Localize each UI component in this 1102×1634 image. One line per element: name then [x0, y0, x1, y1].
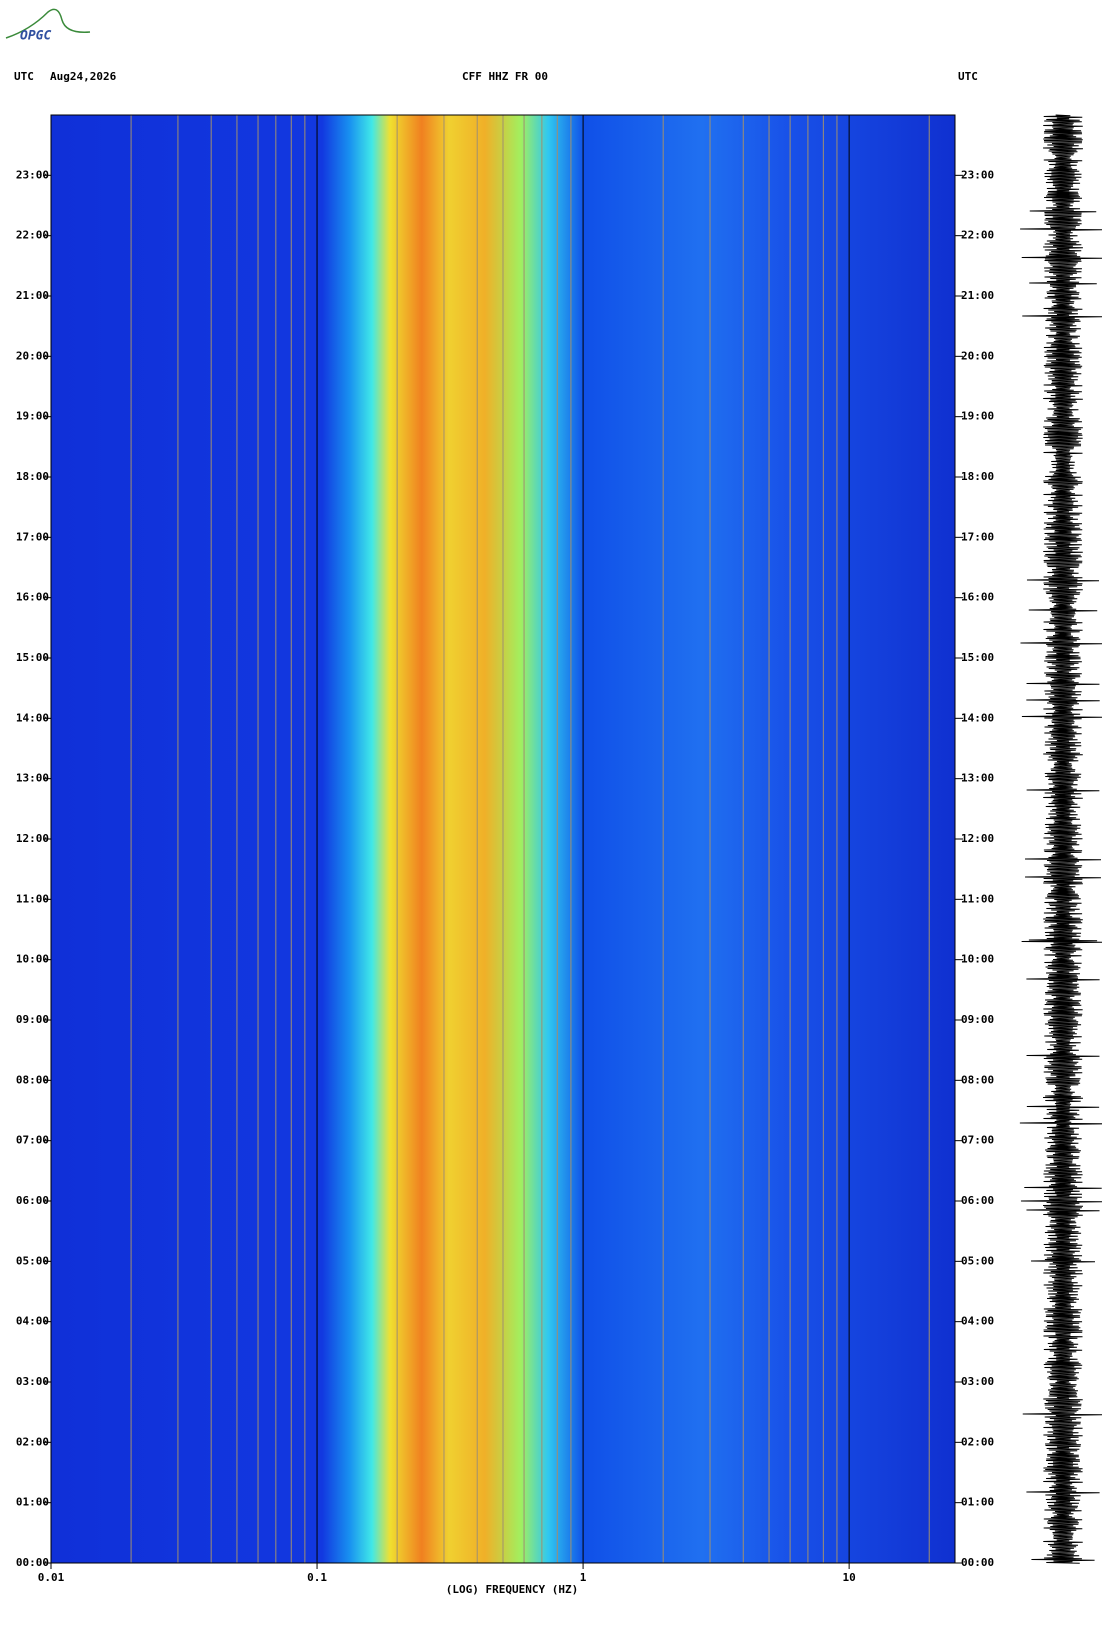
- y-tick-label: 02:00: [16, 1435, 49, 1448]
- y-tick-label: 11:00: [16, 892, 49, 905]
- x-tick-label: 0.01: [38, 1571, 65, 1584]
- y-tick-label: 01:00: [961, 1496, 994, 1509]
- y-tick-label: 17:00: [961, 530, 994, 543]
- station-label: CFF HHZ FR 00: [462, 70, 548, 83]
- x-tick-label: 0.1: [307, 1571, 327, 1584]
- y-tick-label: 04:00: [16, 1315, 49, 1328]
- y-tick-label: 09:00: [16, 1013, 49, 1026]
- y-tick-label: 09:00: [961, 1013, 994, 1026]
- y-tick-label: 20:00: [961, 349, 994, 362]
- y-tick-label: 01:00: [16, 1496, 49, 1509]
- y-tick-label: 13:00: [961, 772, 994, 785]
- y-tick-label: 00:00: [16, 1556, 49, 1569]
- y-tick-label: 02:00: [961, 1435, 994, 1448]
- zone-label: UTC: [14, 70, 34, 83]
- seismogram: [1019, 114, 1102, 1564]
- y-tick-label: 14:00: [961, 711, 994, 724]
- logo: OPGC: [5, 8, 91, 44]
- y-tick-label: 15:00: [16, 651, 49, 664]
- zone-label: UTC: [958, 70, 978, 83]
- y-tick-label: 23:00: [961, 168, 994, 181]
- y-tick-label: 06:00: [16, 1194, 49, 1207]
- y-tick-label: 04:00: [961, 1315, 994, 1328]
- y-tick-label: 08:00: [961, 1073, 994, 1086]
- y-tick-label: 15:00: [961, 651, 994, 664]
- y-tick-label: 12:00: [16, 832, 49, 845]
- y-tick-label: 07:00: [16, 1134, 49, 1147]
- y-tick-label: 22:00: [961, 229, 994, 242]
- y-tick-label: 00:00: [961, 1556, 994, 1569]
- y-tick-label: 18:00: [16, 470, 49, 483]
- y-tick-label: 06:00: [961, 1194, 994, 1207]
- y-tick-label: 21:00: [16, 289, 49, 302]
- x-axis-label: (LOG) FREQUENCY (HZ): [446, 1583, 578, 1596]
- y-tick-label: 23:00: [16, 168, 49, 181]
- y-tick-label: 05:00: [961, 1254, 994, 1267]
- y-tick-label: 05:00: [16, 1254, 49, 1267]
- y-tick-label: 10:00: [961, 953, 994, 966]
- y-tick-label: 07:00: [961, 1134, 994, 1147]
- y-tick-label: 17:00: [16, 530, 49, 543]
- y-tick-label: 18:00: [961, 470, 994, 483]
- logo-text: OPGC: [20, 29, 51, 44]
- plot: 0.01 0.1 1 10 00:00 00:00 01:00 01:00 02:00 02:00…: [16, 114, 994, 1584]
- y-tick-label: 21:00: [961, 289, 994, 302]
- x-tick-label: 10: [843, 1571, 856, 1584]
- y-tick-label: 08:00: [16, 1073, 49, 1086]
- y-tick-label: 03:00: [961, 1375, 994, 1388]
- x-tick-label: 1: [580, 1571, 587, 1584]
- y-tick-label: 16:00: [16, 591, 49, 604]
- y-tick-label: 12:00: [961, 832, 994, 845]
- y-tick-label: 22:00: [16, 229, 49, 242]
- y-tick-label: 03:00: [16, 1375, 49, 1388]
- y-tick-label: 14:00: [16, 711, 49, 724]
- y-tick-label: 16:00: [961, 591, 994, 604]
- y-tick-label: 10:00: [16, 953, 49, 966]
- date-label: Aug24,2026: [50, 70, 117, 83]
- y-tick-label: 11:00: [961, 892, 994, 905]
- y-tick-label: 19:00: [961, 410, 994, 423]
- y-tick-label: 20:00: [16, 349, 49, 362]
- y-tick-label: 13:00: [16, 772, 49, 785]
- plot-frame: [50, 114, 956, 1564]
- y-tick-label: 19:00: [16, 410, 49, 423]
